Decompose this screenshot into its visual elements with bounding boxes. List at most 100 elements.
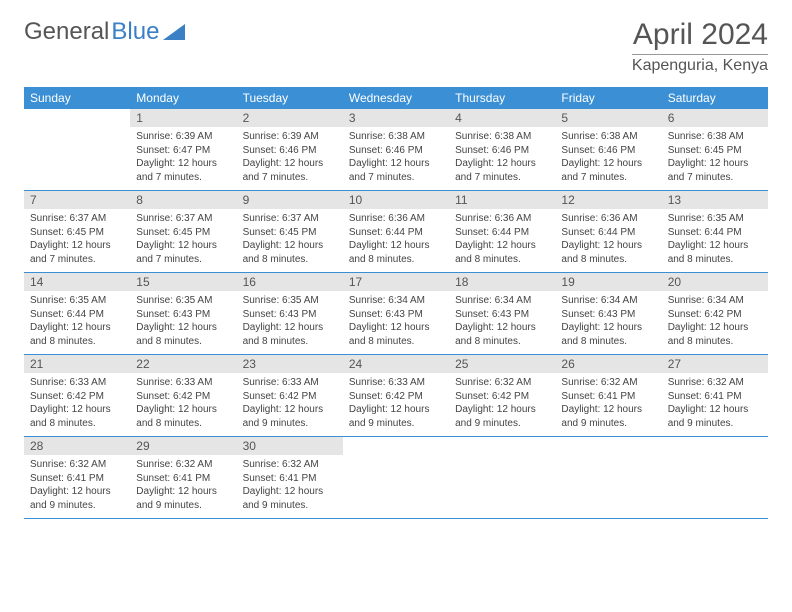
day-cell: 27Sunrise: 6:32 AMSunset: 6:41 PMDayligh… (662, 355, 768, 437)
week-row: 1Sunrise: 6:39 AMSunset: 6:47 PMDaylight… (24, 109, 768, 191)
day-header-cell: Tuesday (237, 87, 343, 109)
sunrise-line: Sunrise: 6:33 AM (349, 376, 443, 390)
day-number: 25 (449, 355, 555, 373)
daylight-line: Daylight: 12 hours and 9 minutes. (349, 403, 443, 430)
sunset-line: Sunset: 6:43 PM (561, 308, 655, 322)
sunrise-line: Sunrise: 6:39 AM (136, 130, 230, 144)
day-body: Sunrise: 6:37 AMSunset: 6:45 PMDaylight:… (24, 209, 130, 272)
day-cell: 29Sunrise: 6:32 AMSunset: 6:41 PMDayligh… (130, 437, 236, 519)
day-cell: 25Sunrise: 6:32 AMSunset: 6:42 PMDayligh… (449, 355, 555, 437)
day-number (343, 437, 449, 455)
day-body: Sunrise: 6:36 AMSunset: 6:44 PMDaylight:… (555, 209, 661, 272)
daylight-line: Daylight: 12 hours and 7 minutes. (349, 157, 443, 184)
day-header-cell: Wednesday (343, 87, 449, 109)
day-body: Sunrise: 6:32 AMSunset: 6:41 PMDaylight:… (237, 455, 343, 518)
day-number: 23 (237, 355, 343, 373)
location-label: Kapenguria, Kenya (632, 54, 768, 75)
week-row: 14Sunrise: 6:35 AMSunset: 6:44 PMDayligh… (24, 273, 768, 355)
day-cell: 18Sunrise: 6:34 AMSunset: 6:43 PMDayligh… (449, 273, 555, 355)
sunset-line: Sunset: 6:45 PM (243, 226, 337, 240)
day-body: Sunrise: 6:34 AMSunset: 6:42 PMDaylight:… (662, 291, 768, 354)
day-body: Sunrise: 6:33 AMSunset: 6:42 PMDaylight:… (24, 373, 130, 436)
sunrise-line: Sunrise: 6:39 AM (243, 130, 337, 144)
day-number: 22 (130, 355, 236, 373)
day-body: Sunrise: 6:33 AMSunset: 6:42 PMDaylight:… (130, 373, 236, 436)
day-cell: 20Sunrise: 6:34 AMSunset: 6:42 PMDayligh… (662, 273, 768, 355)
sunset-line: Sunset: 6:42 PM (136, 390, 230, 404)
day-cell: 3Sunrise: 6:38 AMSunset: 6:46 PMDaylight… (343, 109, 449, 191)
logo: GeneralBlue (24, 18, 185, 46)
sunset-line: Sunset: 6:42 PM (349, 390, 443, 404)
week-row: 21Sunrise: 6:33 AMSunset: 6:42 PMDayligh… (24, 355, 768, 437)
day-body: Sunrise: 6:33 AMSunset: 6:42 PMDaylight:… (237, 373, 343, 436)
day-cell: 9Sunrise: 6:37 AMSunset: 6:45 PMDaylight… (237, 191, 343, 273)
day-cell: 5Sunrise: 6:38 AMSunset: 6:46 PMDaylight… (555, 109, 661, 191)
day-number: 9 (237, 191, 343, 209)
sunset-line: Sunset: 6:44 PM (561, 226, 655, 240)
daylight-line: Daylight: 12 hours and 7 minutes. (455, 157, 549, 184)
day-cell: 22Sunrise: 6:33 AMSunset: 6:42 PMDayligh… (130, 355, 236, 437)
day-body (449, 455, 555, 511)
sunset-line: Sunset: 6:46 PM (455, 144, 549, 158)
day-cell (449, 437, 555, 519)
day-header-row: SundayMondayTuesdayWednesdayThursdayFrid… (24, 87, 768, 109)
sunset-line: Sunset: 6:47 PM (136, 144, 230, 158)
day-cell: 1Sunrise: 6:39 AMSunset: 6:47 PMDaylight… (130, 109, 236, 191)
sunset-line: Sunset: 6:43 PM (455, 308, 549, 322)
day-number (24, 109, 130, 127)
day-number: 13 (662, 191, 768, 209)
day-cell: 19Sunrise: 6:34 AMSunset: 6:43 PMDayligh… (555, 273, 661, 355)
day-cell: 13Sunrise: 6:35 AMSunset: 6:44 PMDayligh… (662, 191, 768, 273)
day-number (449, 437, 555, 455)
daylight-line: Daylight: 12 hours and 9 minutes. (30, 485, 124, 512)
day-cell: 8Sunrise: 6:37 AMSunset: 6:45 PMDaylight… (130, 191, 236, 273)
sunrise-line: Sunrise: 6:38 AM (349, 130, 443, 144)
day-body: Sunrise: 6:39 AMSunset: 6:46 PMDaylight:… (237, 127, 343, 190)
day-number (662, 437, 768, 455)
title-block: April 2024 Kapenguria, Kenya (632, 18, 768, 75)
daylight-line: Daylight: 12 hours and 8 minutes. (349, 239, 443, 266)
daylight-line: Daylight: 12 hours and 8 minutes. (243, 239, 337, 266)
day-header-cell: Sunday (24, 87, 130, 109)
sunrise-line: Sunrise: 6:32 AM (136, 458, 230, 472)
daylight-line: Daylight: 12 hours and 7 minutes. (243, 157, 337, 184)
sunset-line: Sunset: 6:43 PM (243, 308, 337, 322)
day-cell: 26Sunrise: 6:32 AMSunset: 6:41 PMDayligh… (555, 355, 661, 437)
day-cell (555, 437, 661, 519)
day-number: 26 (555, 355, 661, 373)
day-number: 8 (130, 191, 236, 209)
sunset-line: Sunset: 6:41 PM (136, 472, 230, 486)
daylight-line: Daylight: 12 hours and 9 minutes. (136, 485, 230, 512)
day-cell: 24Sunrise: 6:33 AMSunset: 6:42 PMDayligh… (343, 355, 449, 437)
daylight-line: Daylight: 12 hours and 7 minutes. (668, 157, 762, 184)
logo-triangle-icon (163, 24, 185, 40)
day-body (555, 455, 661, 511)
day-header-cell: Thursday (449, 87, 555, 109)
sunrise-line: Sunrise: 6:38 AM (455, 130, 549, 144)
day-body: Sunrise: 6:32 AMSunset: 6:41 PMDaylight:… (662, 373, 768, 436)
day-cell: 28Sunrise: 6:32 AMSunset: 6:41 PMDayligh… (24, 437, 130, 519)
sunset-line: Sunset: 6:46 PM (349, 144, 443, 158)
daylight-line: Daylight: 12 hours and 8 minutes. (30, 321, 124, 348)
sunset-line: Sunset: 6:41 PM (668, 390, 762, 404)
day-body (662, 455, 768, 511)
sunset-line: Sunset: 6:42 PM (455, 390, 549, 404)
sunset-line: Sunset: 6:46 PM (243, 144, 337, 158)
day-body: Sunrise: 6:38 AMSunset: 6:46 PMDaylight:… (343, 127, 449, 190)
day-cell: 6Sunrise: 6:38 AMSunset: 6:45 PMDaylight… (662, 109, 768, 191)
calendar-page: GeneralBlue April 2024 Kapenguria, Kenya… (0, 0, 792, 537)
day-number: 28 (24, 437, 130, 455)
sunset-line: Sunset: 6:43 PM (136, 308, 230, 322)
day-cell: 11Sunrise: 6:36 AMSunset: 6:44 PMDayligh… (449, 191, 555, 273)
day-body: Sunrise: 6:37 AMSunset: 6:45 PMDaylight:… (130, 209, 236, 272)
sunrise-line: Sunrise: 6:34 AM (668, 294, 762, 308)
sunset-line: Sunset: 6:44 PM (349, 226, 443, 240)
sunrise-line: Sunrise: 6:38 AM (668, 130, 762, 144)
day-body: Sunrise: 6:34 AMSunset: 6:43 PMDaylight:… (555, 291, 661, 354)
sunrise-line: Sunrise: 6:32 AM (455, 376, 549, 390)
day-body: Sunrise: 6:34 AMSunset: 6:43 PMDaylight:… (343, 291, 449, 354)
month-title: April 2024 (632, 18, 768, 52)
day-body: Sunrise: 6:32 AMSunset: 6:41 PMDaylight:… (24, 455, 130, 518)
sunset-line: Sunset: 6:41 PM (30, 472, 124, 486)
daylight-line: Daylight: 12 hours and 9 minutes. (561, 403, 655, 430)
